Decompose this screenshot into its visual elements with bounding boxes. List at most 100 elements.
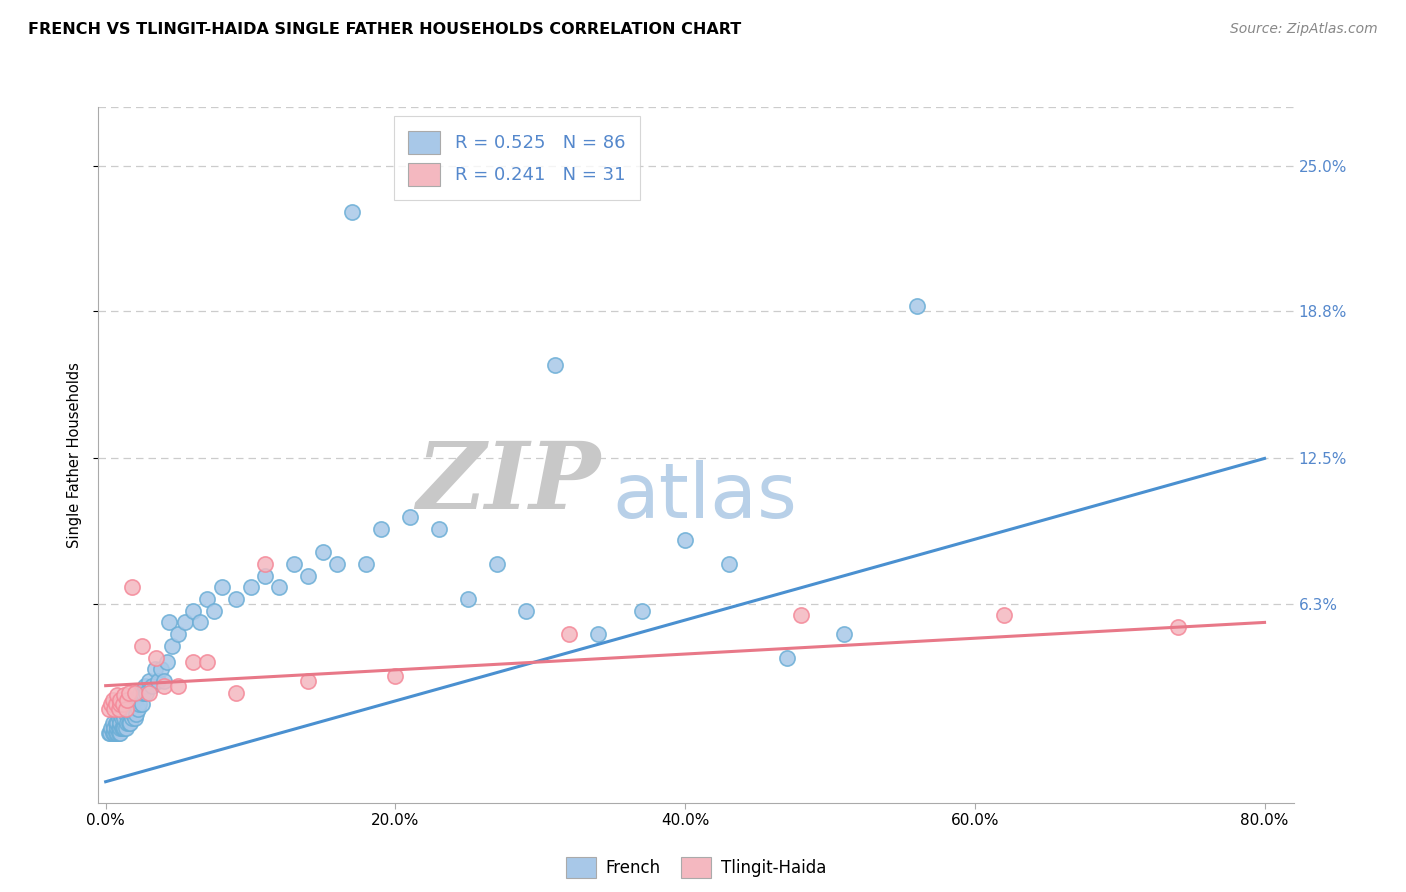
Point xyxy=(775,650,797,665)
Point xyxy=(117,716,139,731)
Text: ZIP: ZIP xyxy=(416,438,600,528)
Point xyxy=(128,698,150,712)
Point xyxy=(120,716,142,731)
Text: FRENCH VS TLINGIT-HAIDA SINGLE FATHER HOUSEHOLDS CORRELATION CHART: FRENCH VS TLINGIT-HAIDA SINGLE FATHER HO… xyxy=(28,22,741,37)
Point xyxy=(152,679,174,693)
Point xyxy=(129,686,152,700)
Point xyxy=(104,698,127,712)
Point xyxy=(125,706,148,721)
Point xyxy=(104,725,127,739)
Text: atlas: atlas xyxy=(613,459,797,533)
Point xyxy=(717,557,740,571)
Point xyxy=(103,721,125,735)
Point xyxy=(544,358,567,372)
Point xyxy=(131,639,153,653)
Point xyxy=(993,608,1015,623)
Point xyxy=(108,716,131,731)
Point xyxy=(121,580,143,594)
Point xyxy=(117,702,139,716)
Point xyxy=(117,692,139,706)
Point xyxy=(283,557,305,571)
Point xyxy=(558,627,581,641)
Point xyxy=(152,673,174,688)
Point xyxy=(143,662,166,676)
Point xyxy=(100,698,122,712)
Point xyxy=(114,721,136,735)
Point xyxy=(114,711,136,725)
Point xyxy=(103,725,125,739)
Point xyxy=(108,692,131,706)
Point xyxy=(114,688,136,702)
Point xyxy=(239,580,262,594)
Point xyxy=(104,716,127,731)
Point xyxy=(124,692,146,706)
Point xyxy=(297,568,319,582)
Point xyxy=(124,686,146,700)
Point xyxy=(340,205,363,219)
Point xyxy=(370,522,392,536)
Point xyxy=(905,299,928,313)
Point xyxy=(384,669,406,683)
Point xyxy=(586,627,609,641)
Point xyxy=(97,725,120,739)
Point xyxy=(124,711,146,725)
Point xyxy=(253,557,276,571)
Point xyxy=(155,655,177,669)
Point xyxy=(167,679,190,693)
Point xyxy=(105,716,128,731)
Point xyxy=(195,655,218,669)
Point xyxy=(115,706,138,721)
Point xyxy=(108,725,131,739)
Point xyxy=(211,580,233,594)
Point xyxy=(105,688,128,702)
Point xyxy=(118,716,141,731)
Point xyxy=(630,604,652,618)
Point xyxy=(110,721,132,735)
Point xyxy=(103,702,125,716)
Point xyxy=(97,702,120,716)
Point xyxy=(131,698,153,712)
Point xyxy=(181,604,204,618)
Point xyxy=(134,679,156,693)
Point xyxy=(110,711,132,725)
Point xyxy=(138,686,160,700)
Point xyxy=(101,725,124,739)
Point xyxy=(120,698,142,712)
Point xyxy=(121,692,143,706)
Point xyxy=(162,639,184,653)
Point xyxy=(108,721,131,735)
Point xyxy=(107,721,129,735)
Point xyxy=(146,673,169,688)
Y-axis label: Single Father Households: Single Father Households xyxy=(67,362,83,548)
Point xyxy=(108,706,131,721)
Point xyxy=(145,650,167,665)
Point xyxy=(100,721,122,735)
Point xyxy=(108,698,131,712)
Point xyxy=(485,557,508,571)
Point xyxy=(399,510,422,524)
Point xyxy=(195,592,218,607)
Point xyxy=(174,615,197,630)
Point xyxy=(135,686,157,700)
Point xyxy=(112,721,135,735)
Point xyxy=(181,655,204,669)
Point xyxy=(101,716,124,731)
Point xyxy=(115,702,138,716)
Point xyxy=(105,721,128,735)
Point xyxy=(297,673,319,688)
Point xyxy=(141,679,163,693)
Point xyxy=(157,615,180,630)
Point xyxy=(253,568,276,582)
Point xyxy=(118,686,141,700)
Point xyxy=(101,692,124,706)
Point xyxy=(202,604,225,618)
Point xyxy=(138,673,160,688)
Point xyxy=(112,706,135,721)
Point xyxy=(356,557,378,571)
Point xyxy=(107,725,129,739)
Point xyxy=(107,711,129,725)
Point xyxy=(1167,620,1189,634)
Point xyxy=(105,725,128,739)
Point xyxy=(427,522,450,536)
Point xyxy=(112,698,135,712)
